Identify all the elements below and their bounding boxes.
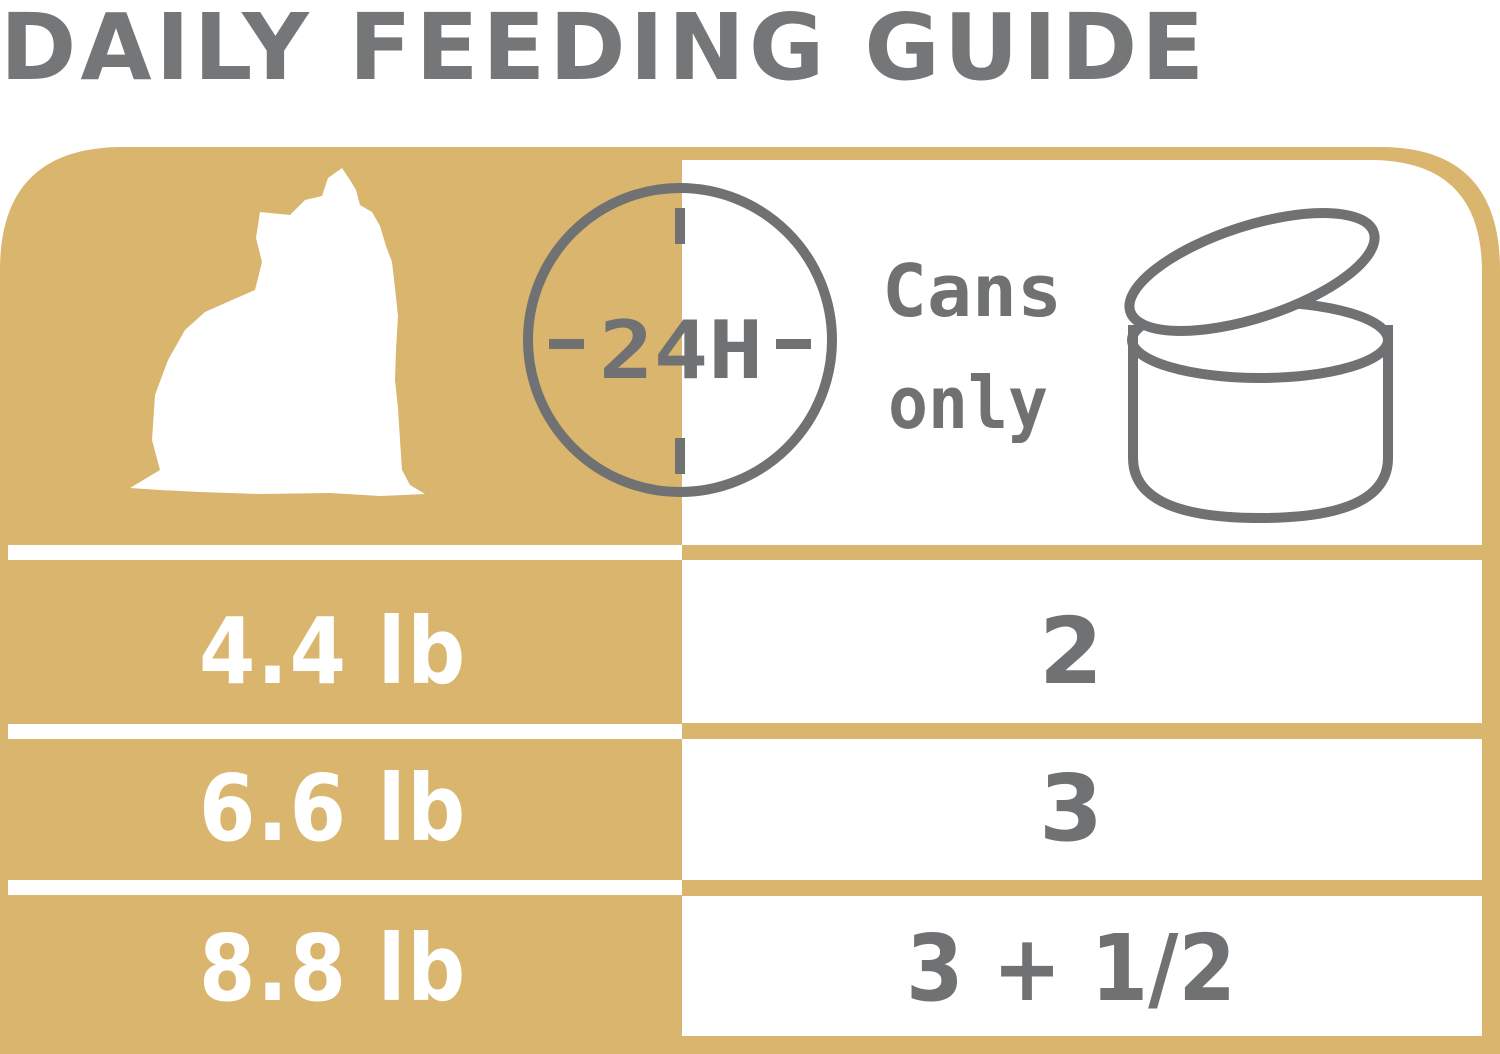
row-divider (8, 880, 682, 895)
cans-cell: 3 (1039, 755, 1103, 862)
weight-cell: 6.6 lb (199, 755, 467, 862)
page-title: DAILY FEEDING GUIDE (0, 0, 1209, 101)
row-right-panel (682, 896, 1482, 1036)
weight-cell: 4.4 lb (199, 598, 467, 705)
cans-cell: 2 (1039, 598, 1103, 705)
weight-cell: 8.8 lb (199, 915, 467, 1022)
clock-24h-icon: 24H (523, 183, 837, 497)
only-label: only (888, 361, 1048, 445)
cans-label: Cans (882, 249, 1062, 333)
row-right-panel (682, 560, 1482, 723)
row-divider (8, 724, 682, 739)
open-can-icon (1124, 208, 1393, 524)
row-right-panel (682, 739, 1482, 880)
clock-label: 24H (599, 304, 763, 397)
row-divider (8, 545, 682, 560)
cans-cell: 3 + 1/2 (906, 915, 1236, 1022)
dog-silhouette-icon (130, 168, 425, 496)
